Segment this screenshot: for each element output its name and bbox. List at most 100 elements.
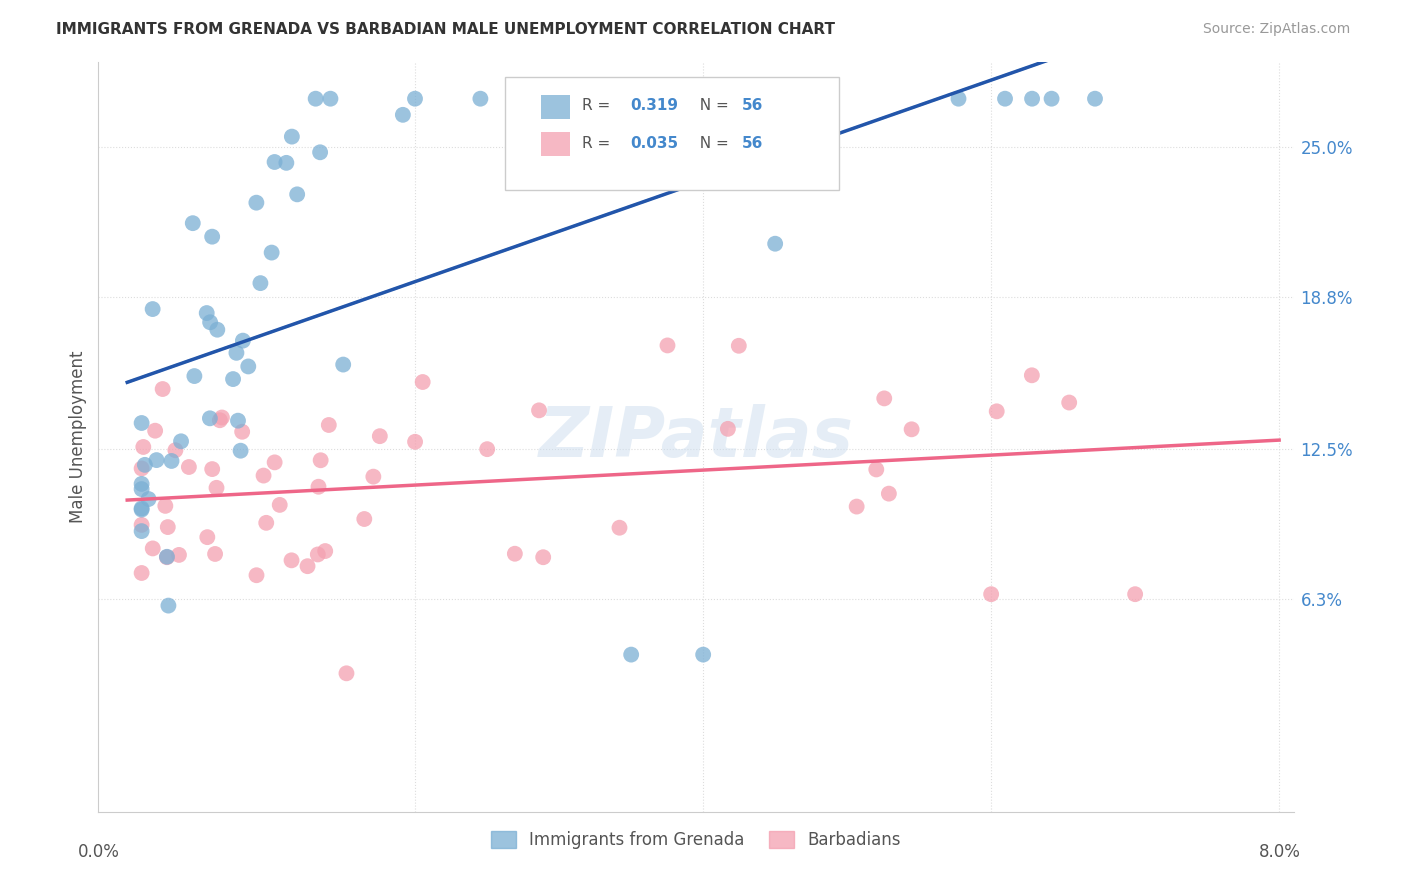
Point — [142, 301, 165, 316]
Y-axis label: Male Unemployment: Male Unemployment — [69, 351, 87, 524]
Point — [1021, 92, 1043, 106]
Point — [335, 666, 357, 681]
Point — [845, 500, 868, 514]
Point — [208, 413, 231, 427]
Point — [195, 530, 218, 544]
Point — [254, 516, 277, 530]
Point — [201, 462, 224, 476]
Point — [1057, 395, 1080, 409]
Point — [609, 521, 631, 535]
Text: ZIPatlas: ZIPatlas — [538, 403, 853, 471]
Point — [404, 92, 426, 106]
Point — [527, 403, 550, 417]
Point — [269, 498, 291, 512]
Point — [620, 648, 643, 662]
Point — [873, 392, 896, 406]
Point — [280, 553, 302, 567]
FancyBboxPatch shape — [505, 78, 839, 190]
Point — [226, 414, 249, 428]
Point — [152, 382, 174, 396]
Point — [1021, 368, 1043, 383]
Text: 0.035: 0.035 — [630, 136, 678, 151]
Point — [547, 92, 569, 106]
Point — [181, 216, 204, 230]
Legend: Immigrants from Grenada, Barbadians: Immigrants from Grenada, Barbadians — [484, 824, 908, 855]
Text: 0.319: 0.319 — [630, 98, 678, 113]
Point — [305, 92, 328, 106]
Point — [353, 512, 375, 526]
Point — [177, 460, 200, 475]
Point — [132, 440, 155, 454]
Point — [238, 359, 260, 374]
Point — [195, 306, 218, 320]
Point — [198, 315, 221, 329]
Point — [131, 502, 153, 516]
Point — [263, 455, 285, 469]
Point — [332, 358, 354, 372]
Point — [297, 559, 319, 574]
Point — [131, 416, 153, 430]
Point — [276, 156, 298, 170]
Point — [204, 547, 226, 561]
Point — [1123, 587, 1146, 601]
Point — [477, 442, 499, 457]
Point — [198, 411, 221, 425]
Point — [205, 481, 228, 495]
Point — [363, 469, 385, 483]
Point — [142, 541, 165, 556]
Point — [763, 236, 786, 251]
Point — [249, 276, 271, 290]
Text: N =: N = — [690, 98, 734, 113]
Bar — [541, 132, 571, 156]
Point — [157, 599, 180, 613]
Point — [245, 195, 267, 210]
Point — [657, 338, 679, 352]
Point — [523, 92, 546, 106]
Point — [309, 145, 332, 160]
Point — [143, 424, 166, 438]
Point — [307, 548, 329, 562]
Point — [156, 520, 179, 534]
Point — [232, 334, 254, 348]
Point — [134, 458, 156, 472]
Point — [211, 410, 233, 425]
Point — [183, 369, 205, 384]
Point — [131, 517, 153, 532]
Point — [900, 422, 922, 436]
Point — [156, 550, 179, 565]
Point — [138, 491, 160, 506]
Point — [145, 453, 167, 467]
Point — [368, 429, 391, 443]
Point — [155, 499, 177, 513]
Point — [319, 92, 342, 106]
Point — [470, 92, 492, 106]
Point — [617, 92, 640, 106]
Point — [131, 524, 153, 538]
Point — [231, 425, 253, 439]
Point — [308, 480, 330, 494]
Text: R =: R = — [582, 98, 616, 113]
Point — [799, 92, 821, 106]
Point — [727, 339, 749, 353]
Point — [170, 434, 193, 449]
Point — [404, 434, 426, 449]
Point — [717, 422, 740, 436]
Point — [131, 501, 153, 516]
Point — [131, 482, 153, 496]
Point — [877, 486, 900, 500]
Point — [252, 468, 274, 483]
Point — [1084, 92, 1107, 106]
Point — [131, 566, 153, 580]
Point — [412, 375, 434, 389]
Text: 56: 56 — [741, 98, 763, 113]
Point — [260, 245, 283, 260]
Bar — [541, 95, 571, 119]
Point — [318, 417, 340, 432]
Text: IMMIGRANTS FROM GRENADA VS BARBADIAN MALE UNEMPLOYMENT CORRELATION CHART: IMMIGRANTS FROM GRENADA VS BARBADIAN MAL… — [56, 22, 835, 37]
Point — [167, 548, 190, 562]
Point — [222, 372, 245, 386]
Point — [638, 92, 661, 106]
Point — [285, 187, 308, 202]
Point — [1040, 92, 1063, 106]
Point — [657, 92, 679, 106]
